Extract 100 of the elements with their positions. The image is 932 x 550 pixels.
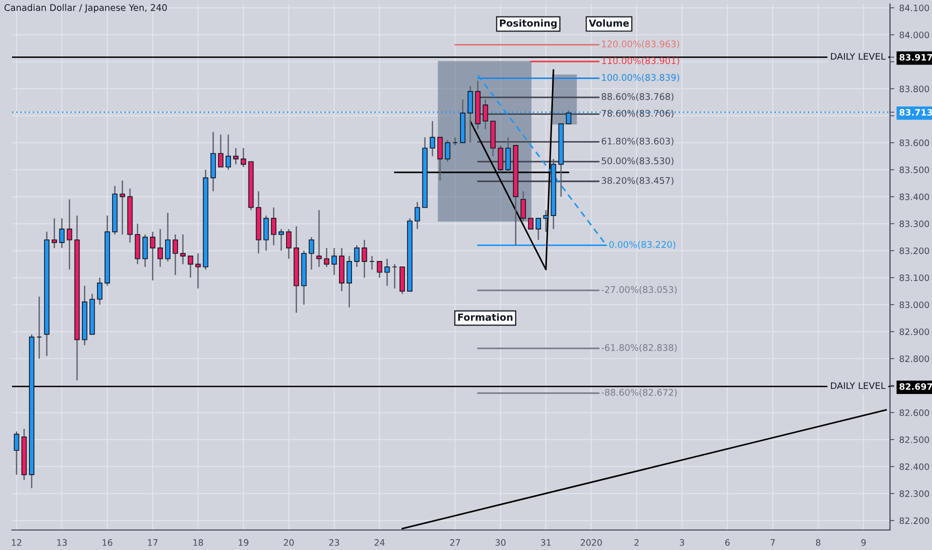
candlestick (543, 210, 549, 232)
candlestick (452, 136, 458, 146)
x-tick-label: 23 (329, 539, 340, 546)
candlestick (316, 210, 322, 268)
y-tick-label: 82.800 (900, 355, 930, 362)
candlestick (376, 260, 382, 278)
x-tick-label: 6 (725, 539, 730, 546)
y-tick-label: 82.600 (900, 409, 930, 416)
series-label: -61.80%(82.838) (602, 344, 677, 352)
y-tick-label: 83.500 (900, 166, 930, 174)
candlestick (142, 234, 148, 268)
candlestick (226, 134, 231, 170)
candlestick (498, 144, 504, 174)
candlestick (59, 218, 65, 249)
y-tick-label: 82.300 (900, 490, 930, 498)
series-label: 78.60%(83.706) (602, 110, 674, 118)
x-tick-label: 8 (816, 539, 820, 546)
y-tick-label: 82.697 (900, 383, 932, 390)
x-tick-label: 12 (12, 539, 22, 546)
candlestick (150, 231, 156, 281)
x-tick-label: 16 (102, 539, 112, 546)
x-tick-label: 18 (193, 539, 204, 546)
candlestick (270, 206, 276, 246)
candlestick (444, 139, 450, 162)
x-tick-label: 13 (57, 539, 67, 546)
candlestick (414, 201, 420, 230)
candlestick (165, 212, 170, 262)
candlestick (520, 190, 526, 222)
y-tick-label: 82.500 (900, 436, 930, 444)
x-tick-label: 27 (450, 539, 460, 546)
candlestick (536, 218, 542, 240)
series-label: 88.60%(83.768) (602, 93, 674, 102)
y-tick-label: 84.000 (900, 32, 930, 38)
y-tick-label: 82.900 (900, 328, 930, 336)
series-label: 61.80%(83.603) (602, 138, 674, 146)
candlestick (218, 134, 224, 168)
candlestick (324, 247, 330, 268)
ref-line-label: DAILY LEVEL (831, 382, 886, 389)
x-tick-label: 19 (238, 539, 248, 546)
candlestick (430, 120, 436, 157)
x-tick-label: 2020 (580, 539, 602, 546)
candlestick (362, 239, 368, 278)
x-tick-label: 31 (541, 539, 551, 546)
y-tick-label: 83.600 (900, 140, 930, 146)
x-tick-label: 30 (496, 539, 506, 546)
candlestick (66, 198, 72, 270)
candlestick (188, 255, 194, 278)
x-tick-label: 9 (861, 539, 866, 546)
candlestick (331, 247, 337, 276)
x-tick-label: 2 (634, 539, 639, 546)
candlestick (354, 244, 360, 268)
chart-title: Canadian Dollar / Japanese Yen, 240 (4, 4, 167, 13)
candlestick (528, 218, 534, 230)
candlestick (286, 228, 292, 260)
candlestick (52, 218, 58, 249)
series-label: 50.00%(83.530) (602, 157, 674, 166)
candlestick (384, 258, 390, 286)
candlestick (437, 136, 443, 182)
candlestick (120, 180, 126, 236)
candlestick (180, 234, 186, 265)
x-tick-label: 17 (148, 539, 158, 546)
series-label: 0.00%(83.220) (609, 240, 676, 249)
x-tick-label: 7 (770, 539, 775, 546)
y-tick-label: 83.800 (900, 86, 930, 92)
y-tick-label: 82.200 (900, 517, 930, 524)
y-tick-label: 82.400 (900, 463, 930, 470)
candlestick (233, 147, 239, 165)
candlestick (369, 255, 375, 270)
candlestick (14, 430, 20, 476)
candlestick (172, 234, 178, 276)
y-tick-label: 83.400 (900, 194, 930, 200)
series-label: 110.00%(83.901) (602, 57, 680, 66)
y-tick-label: 84.100 (900, 4, 930, 12)
candlestick (97, 277, 102, 306)
annotation: Formation (458, 313, 512, 321)
y-tick-label: 83.300 (900, 220, 930, 228)
ref-line-label: DAILY LEVEL (831, 53, 886, 60)
candlestick (36, 296, 42, 360)
series-label: -88.60%(82.672) (602, 388, 677, 397)
x-tick-label: 20 (284, 539, 294, 546)
x-tick-label: 3 (680, 539, 684, 546)
series-label: 120.00%(83.963) (602, 40, 680, 48)
candlestick (278, 228, 284, 252)
annotation: Positoning (500, 19, 557, 29)
series-label: 38.20%(83.457) (602, 176, 674, 185)
candlestick (505, 136, 511, 174)
annotation: Volume (588, 19, 629, 27)
y-tick-label: 83.100 (900, 274, 930, 282)
candlestick (482, 98, 488, 130)
candlestick (346, 255, 352, 308)
candlestick (263, 214, 269, 252)
candlestick (240, 147, 246, 168)
y-tick-label: 83.200 (900, 248, 930, 254)
series-label: -27.00%(83.053) (602, 286, 677, 294)
candlestick (158, 228, 163, 268)
y-tick-label: 83.917 (900, 54, 932, 61)
candlestick (195, 252, 201, 290)
candlestick (392, 264, 398, 290)
x-tick-label: 24 (374, 539, 385, 546)
y-tick-label: 83.000 (900, 301, 930, 308)
